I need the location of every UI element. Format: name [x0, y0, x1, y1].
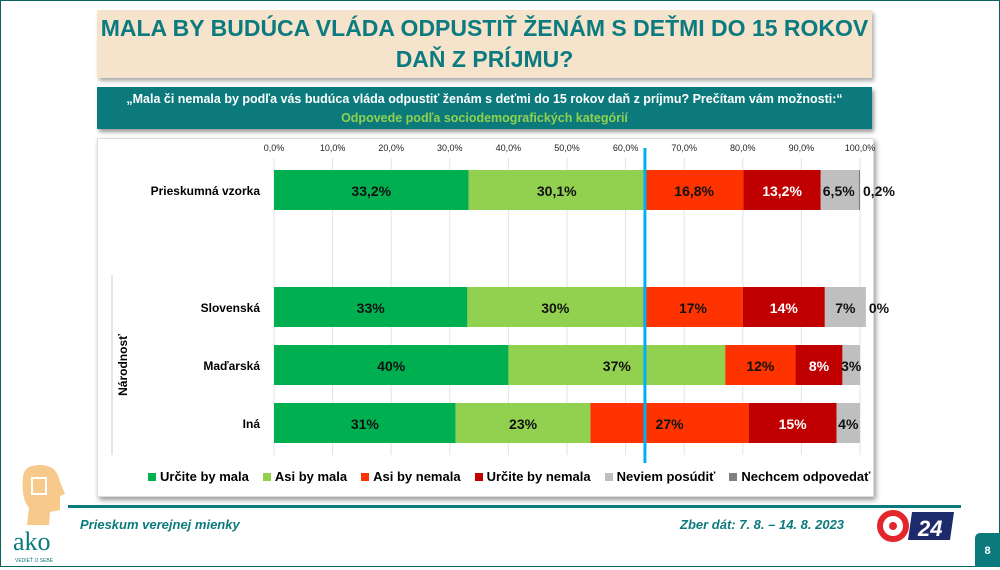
legend-swatch: [361, 473, 370, 481]
data-label: 30,1%: [537, 183, 577, 199]
bar-segment: [748, 403, 837, 443]
data-label: 16,8%: [674, 183, 714, 199]
data-label: 27%: [656, 416, 685, 432]
data-label: 13,2%: [762, 183, 802, 199]
legend-swatch: [148, 473, 156, 481]
legend-label: Určite by nemala: [486, 469, 591, 484]
legend-item: Určite by mala: [148, 469, 249, 484]
x-tick-label: 30,0%: [437, 143, 463, 153]
bar-segment: [274, 287, 468, 327]
x-tick-label: 50,0%: [554, 143, 580, 153]
data-label: 33,2%: [351, 183, 391, 199]
legend-label: Asi by mala: [274, 469, 348, 484]
bar-segment: [467, 287, 644, 327]
bar-segment: [455, 403, 591, 443]
bar-segment: [644, 170, 744, 210]
legend-item: Určite by nemala: [474, 469, 591, 484]
bar-segment: [742, 287, 825, 327]
legend-item: Asi by mala: [262, 469, 348, 484]
question-text: „Mala či nemala by podľa vás budúca vlád…: [126, 92, 843, 106]
svg-text:VEDIEŤ O SEBE: VEDIEŤ O SEBE: [15, 556, 54, 564]
footer-survey-label: Prieskum verejnej mienky: [80, 517, 240, 532]
data-label: 8%: [809, 358, 830, 374]
bar-segment: [836, 403, 860, 443]
footer-divider: [68, 505, 961, 508]
legend-label: Neviem posúdiť: [616, 469, 716, 484]
subtitle: Odpovede podľa sociodemografických kateg…: [341, 111, 628, 125]
bar-segment: [468, 170, 645, 210]
legend-label: Nechcem odpovedať: [741, 469, 871, 484]
data-label: 15%: [779, 416, 808, 432]
x-tick-label: 100,0%: [845, 143, 876, 153]
bar-segment: [508, 345, 726, 385]
legend-swatch: [262, 473, 271, 481]
group-label: Národnosť: [116, 334, 130, 396]
bar-segment: [795, 345, 843, 385]
category-label: Iná: [243, 417, 261, 431]
data-label: 23%: [509, 416, 538, 432]
data-label: 0%: [869, 300, 890, 316]
data-label: 37%: [603, 358, 632, 374]
data-label: 0,2%: [863, 183, 895, 199]
x-tick-label: 70,0%: [671, 143, 697, 153]
bar-segment: [743, 170, 821, 210]
bar-segment: [274, 170, 469, 210]
bar-segment: [842, 345, 860, 385]
page-number: 8: [975, 533, 1000, 567]
legend: Určite by mala Asi by mala Asi by nemala Ur…: [148, 469, 870, 484]
ako-logo: ako VEDIEŤ O SEBE: [13, 465, 66, 564]
bar-segment: [274, 403, 456, 443]
bar-segment: [643, 287, 743, 327]
data-label: 7%: [835, 300, 856, 316]
bar-segment: [858, 170, 860, 210]
x-tick-label: 0,0%: [264, 143, 285, 153]
bar-segment: [824, 287, 866, 327]
data-label: 14%: [770, 300, 799, 316]
legend-label: Asi by nemala: [373, 469, 461, 484]
svg-text:24: 24: [917, 516, 942, 541]
category-label: Maďarská: [203, 359, 260, 373]
legend-swatch: [604, 473, 613, 481]
data-label: 3%: [841, 358, 862, 374]
x-tick-label: 10,0%: [320, 143, 346, 153]
data-label: 17%: [679, 300, 708, 316]
bar-segment: [274, 345, 509, 385]
footer-date: Zber dát: 7. 8. – 14. 8. 2023: [680, 517, 845, 532]
bar-segment: [820, 170, 859, 210]
legend-item: Nechcem odpovedať: [729, 469, 870, 484]
data-label: 33%: [357, 300, 386, 316]
legend-item: Asi by nemala: [361, 469, 461, 484]
svg-text:ako: ako: [13, 527, 51, 556]
legend-label: Určite by mala: [160, 469, 249, 484]
data-label: 30%: [541, 300, 570, 316]
x-tick-label: 60,0%: [613, 143, 639, 153]
legend-swatch: [729, 473, 738, 481]
category-label: Slovenská: [201, 301, 261, 315]
data-label: 6,5%: [823, 183, 855, 199]
data-label: 4%: [838, 416, 859, 432]
legend-swatch: [474, 473, 483, 481]
bar-segment: [590, 403, 749, 443]
question-band: „Mala či nemala by podľa vás budúca vlád…: [97, 87, 872, 129]
x-tick-label: 40,0%: [496, 143, 522, 153]
legend-item: Neviem posúdiť: [604, 469, 716, 484]
data-label: 12%: [746, 358, 775, 374]
category-label: Prieskumná vzorka: [151, 184, 261, 198]
data-label: 40%: [377, 358, 406, 374]
label-bg: [113, 160, 273, 255]
slide-title: MALA BY BUDÚCA VLÁDA ODPUSTIŤ ŽENÁM S DE…: [97, 10, 872, 78]
x-tick-label: 20,0%: [378, 143, 404, 153]
bar-segment: [725, 345, 796, 385]
x-tick-label: 90,0%: [789, 143, 815, 153]
data-label: 31%: [351, 416, 380, 432]
broadcaster-logo: 24: [877, 510, 954, 542]
x-tick-label: 80,0%: [730, 143, 756, 153]
